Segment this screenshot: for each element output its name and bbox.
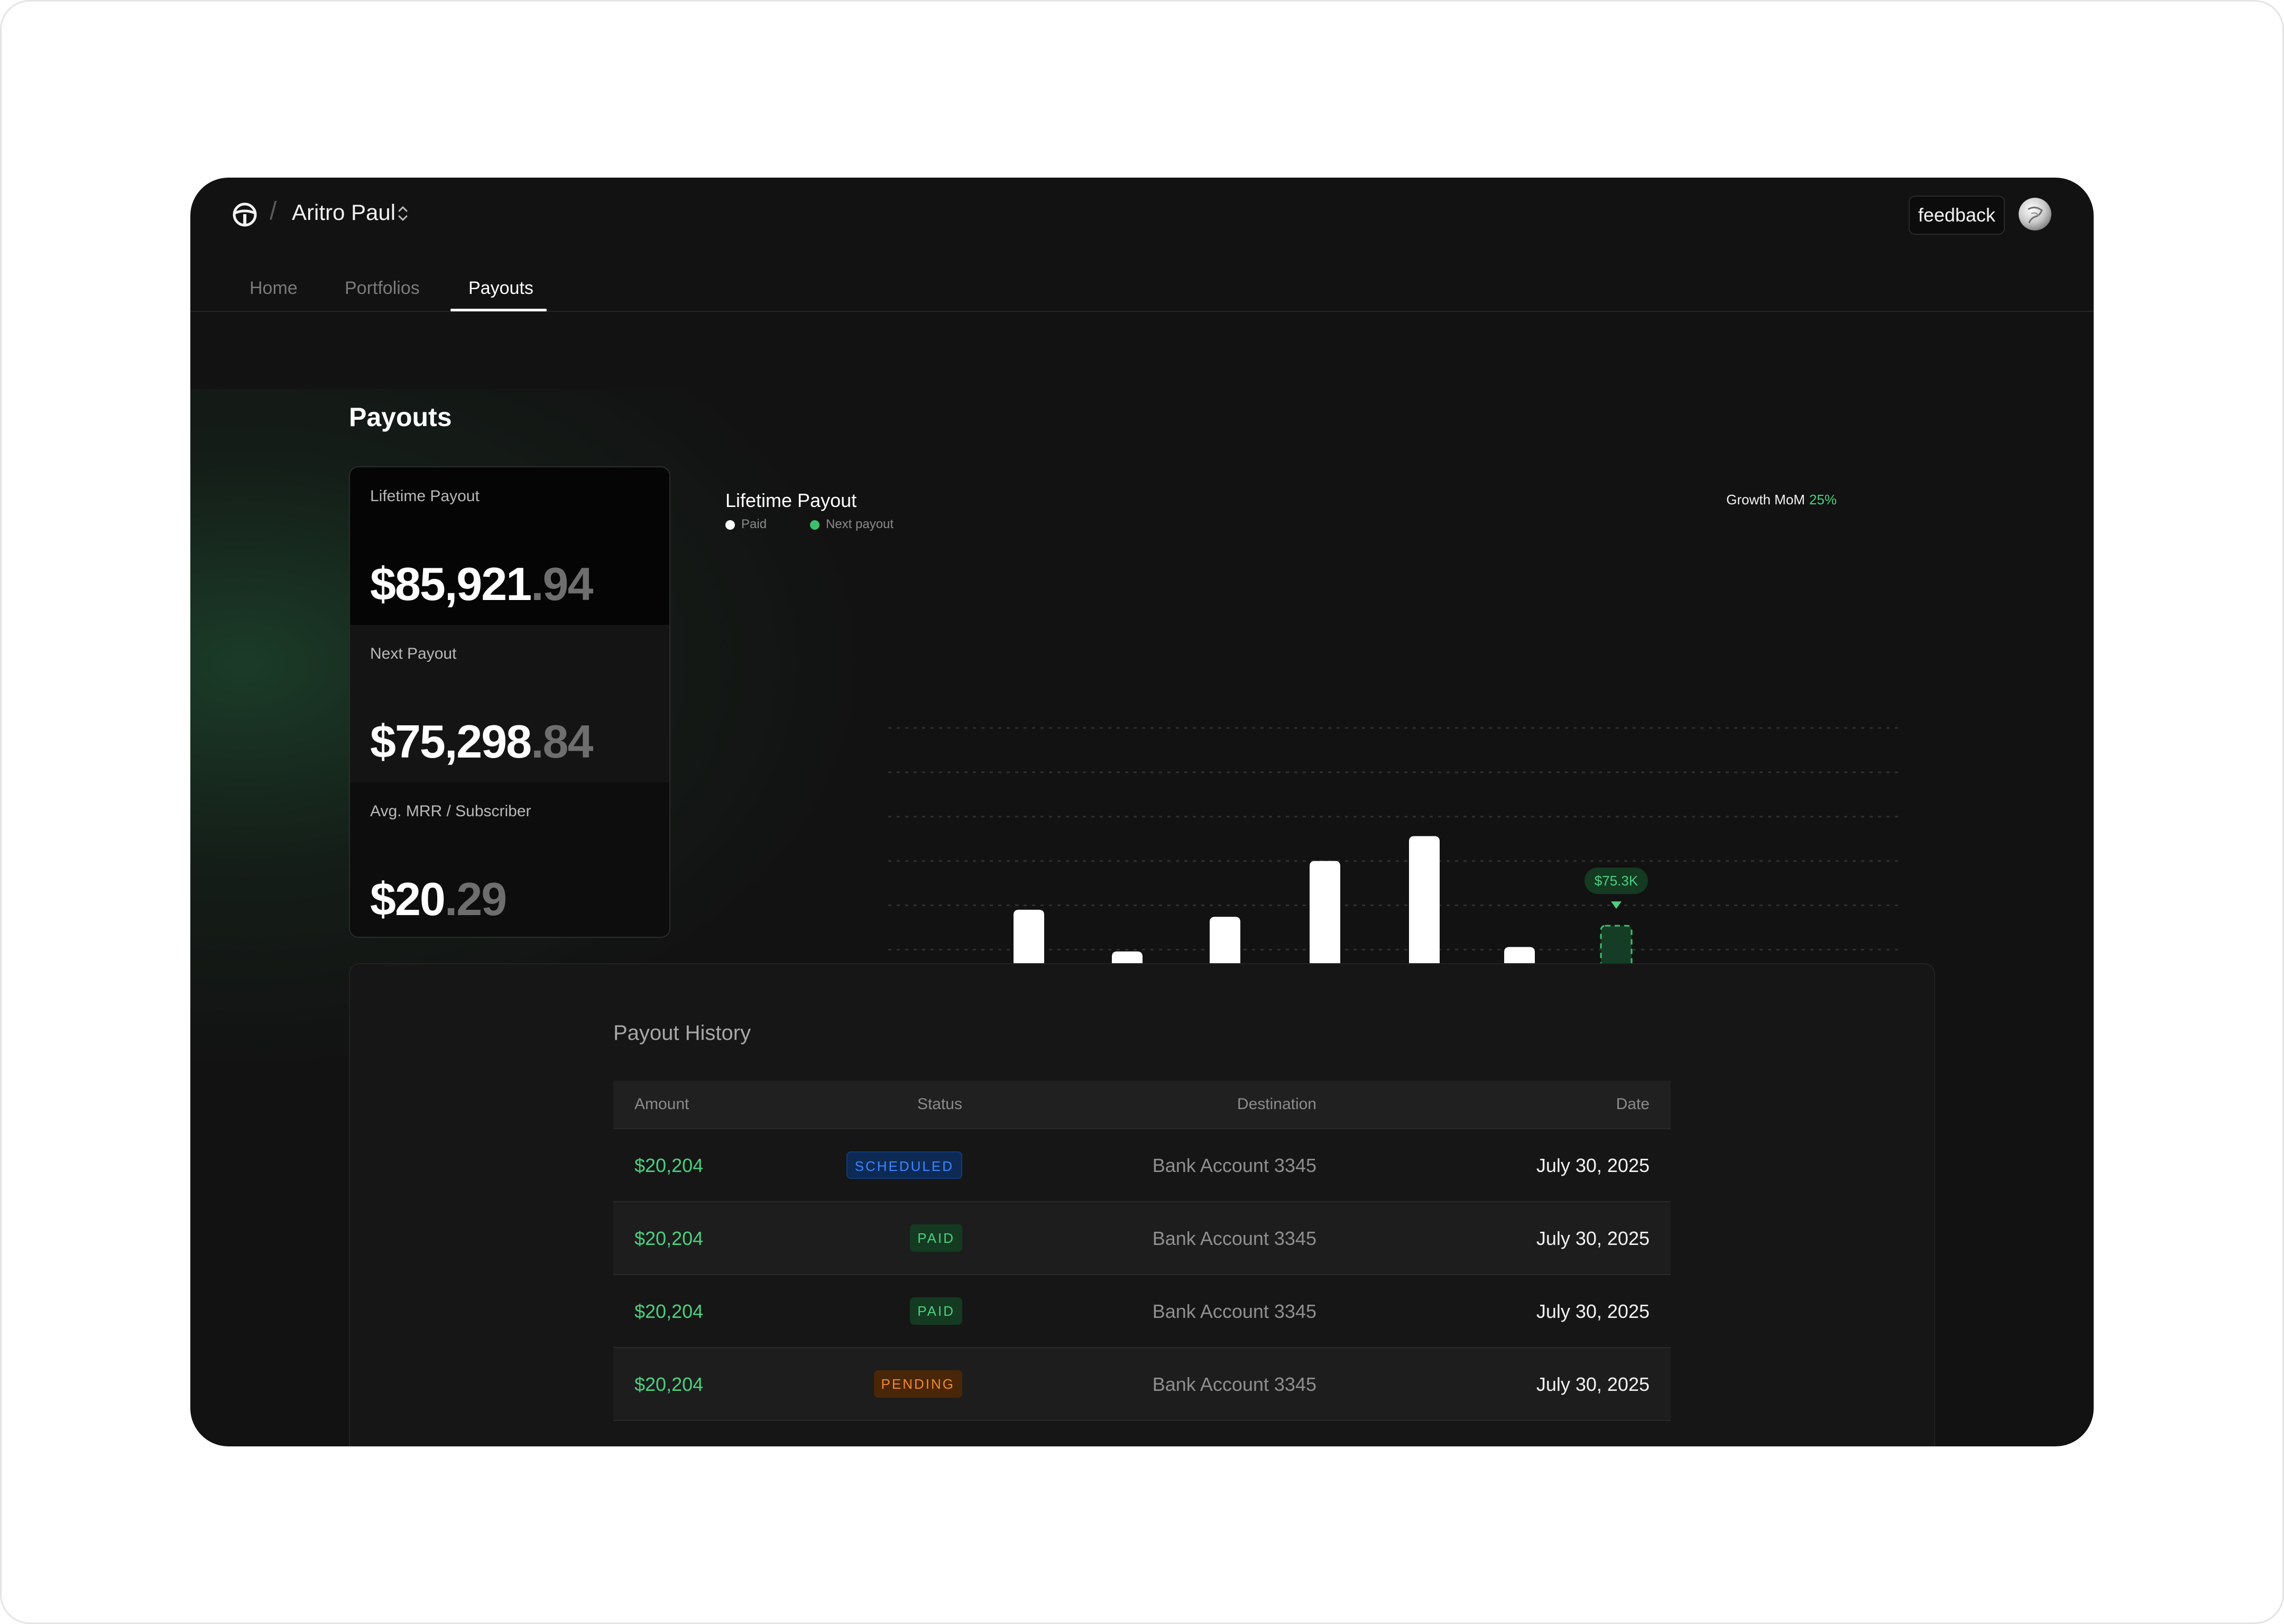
table-row[interactable]: $20,204 PAID Bank Account 3345 July 30, … (613, 1275, 1671, 1348)
legend-item-paid: Paid (725, 517, 767, 532)
tooltip-value: $75.3K (1595, 873, 1638, 889)
legend-item-next-payout: Next payout (810, 517, 894, 532)
app-window: / Aritro Paul feedback Home Portfolios P… (190, 178, 2094, 1446)
stat-avg-mrr: Avg. MRR / Subscriber $20.29 (350, 782, 669, 937)
column-header-date[interactable]: Date (1616, 1095, 1650, 1113)
column-header-destination[interactable]: Destination (1237, 1095, 1316, 1113)
breadcrumb-separator: / (270, 197, 277, 225)
feedback-button[interactable]: feedback (1909, 196, 2005, 235)
row-amount: $20,204 (634, 1228, 704, 1249)
growth-indicator: Growth MoM 25% (1726, 492, 1837, 508)
row-destination: Bank Account 3345 (1152, 1300, 1316, 1322)
tab-payouts[interactable]: Payouts (468, 278, 533, 298)
table-header: Amount Status Destination Date (613, 1081, 1671, 1129)
row-destination: Bank Account 3345 (1152, 1155, 1316, 1176)
payout-history-table: Amount Status Destination Date $20,204 S… (613, 1081, 1671, 1421)
column-header-amount[interactable]: Amount (634, 1095, 689, 1113)
tab-home[interactable]: Home (250, 278, 298, 298)
top-bar: / Aritro Paul feedback (190, 178, 2094, 252)
nav-tabs: Home Portfolios Payouts (190, 252, 2094, 312)
stats-card: Lifetime Payout $85,921.94 Next Payout $… (349, 466, 670, 938)
row-date: July 30, 2025 (1536, 1155, 1650, 1176)
legend-dot (725, 520, 735, 530)
tab-portfolios[interactable]: Portfolios (345, 278, 420, 298)
chart-title: Lifetime Payout (725, 490, 857, 511)
chevron-up-down-icon[interactable] (395, 203, 410, 224)
payout-history-title: Payout History (613, 1021, 751, 1045)
tooltip-bubble (1585, 868, 1648, 894)
status-badge: PENDING (873, 1370, 962, 1398)
page-title: Payouts (349, 402, 452, 432)
tooltip-pointer (1611, 901, 1622, 909)
row-date: July 30, 2025 (1536, 1228, 1650, 1249)
legend-dot (810, 520, 819, 530)
row-amount: $20,204 (634, 1300, 704, 1322)
stat-value: $75,298.84 (370, 715, 593, 768)
steering-wheel-icon[interactable] (232, 201, 258, 228)
row-date: July 30, 2025 (1536, 1300, 1650, 1322)
stat-lifetime-payout: Lifetime Payout $85,921.94 (350, 467, 669, 625)
row-date: July 30, 2025 (1536, 1373, 1650, 1395)
table-row[interactable]: $20,204 PAID Bank Account 3345 July 30, … (613, 1202, 1671, 1275)
row-destination: Bank Account 3345 (1152, 1373, 1316, 1395)
column-header-status[interactable]: Status (917, 1095, 962, 1113)
row-destination: Bank Account 3345 (1152, 1228, 1316, 1249)
status-badge: PAID (910, 1297, 962, 1325)
row-amount: $20,204 (634, 1373, 704, 1395)
stat-value: $20.29 (370, 873, 507, 925)
growth-value: 25% (1809, 492, 1837, 508)
avatar[interactable] (2019, 198, 2051, 230)
table-row[interactable]: $20,204 PENDING Bank Account 3345 July 3… (613, 1348, 1671, 1421)
stat-label: Next Payout (370, 645, 457, 662)
active-tab-indicator (450, 309, 547, 311)
row-amount: $20,204 (634, 1155, 704, 1176)
status-badge: PAID (910, 1224, 962, 1252)
stat-label: Lifetime Payout (370, 487, 480, 505)
stat-label: Avg. MRR / Subscriber (370, 802, 531, 820)
table-row[interactable]: $20,204 SCHEDULED Bank Account 3345 July… (613, 1129, 1671, 1202)
stat-value: $85,921.94 (370, 558, 593, 610)
status-badge: SCHEDULED (846, 1151, 962, 1179)
stat-next-payout: Next Payout $75,298.84 (350, 625, 669, 782)
account-name[interactable]: Aritro Paul (292, 200, 396, 225)
